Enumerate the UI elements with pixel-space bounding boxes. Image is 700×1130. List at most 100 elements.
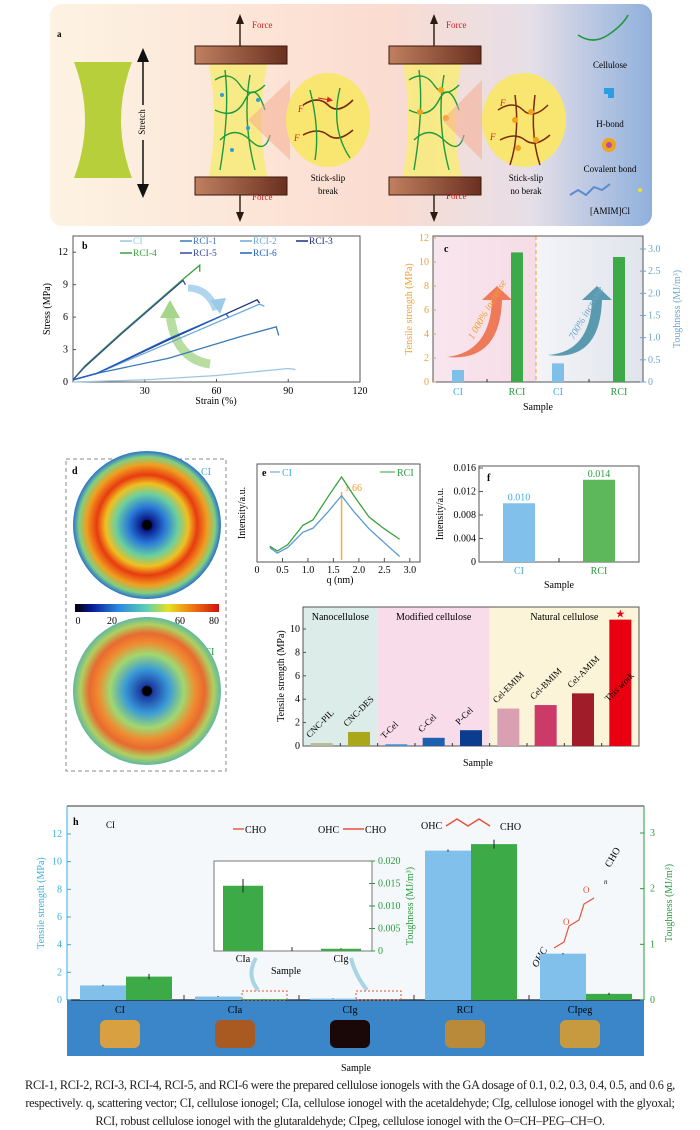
y-tick-label: 8 xyxy=(295,647,300,658)
acetaldehyde-cho: CHO xyxy=(245,825,266,836)
left-y-tick-label: 2 xyxy=(57,967,62,978)
force-label-top: Force xyxy=(446,20,467,30)
bar-rci xyxy=(583,480,615,562)
left-y-axis-label: Tensile strength (MPa) xyxy=(404,263,415,355)
force-label-bottom: Force xyxy=(446,191,467,201)
y-tick-label: 0 xyxy=(295,741,300,752)
right-y-axis-label: Toughness (MJ/m³) xyxy=(664,864,675,942)
group-label: Natural cellulose xyxy=(530,612,599,623)
toughness-bar-ci xyxy=(552,363,564,382)
force-label-top: Force xyxy=(252,20,273,30)
right-y-tick-label: 3.0 xyxy=(648,244,661,255)
y-tick-label: 0.008 xyxy=(454,510,477,521)
left-y-tick-label: 12 xyxy=(419,233,429,244)
colorbar-tick-label: 80 xyxy=(209,616,219,627)
y-tick-label: 0.016 xyxy=(454,463,477,474)
bottom-clamp xyxy=(195,177,287,195)
left-y-tick-label: 2 xyxy=(424,353,429,364)
force-f-symbol: F xyxy=(499,98,506,108)
y-axis-label: Tensile strength (MPa) xyxy=(276,630,287,722)
group-label: Modified cellulose xyxy=(396,612,472,623)
glyoxal-cho: CHO xyxy=(365,825,386,836)
legend-amim-cl: [AMIM]Cl xyxy=(590,206,630,216)
x-axis-label: Sample xyxy=(544,580,575,591)
sample-vial-photo xyxy=(560,1020,600,1048)
right-y-tick-label: 2.5 xyxy=(648,266,661,277)
legend-ci: CI xyxy=(282,468,292,479)
force-f-symbol: F xyxy=(489,132,496,142)
x-tick-label: 1.0 xyxy=(302,565,315,576)
top-clamp xyxy=(389,46,481,64)
colorbar xyxy=(75,604,219,612)
x-tick-label: 120 xyxy=(353,386,368,397)
y-tick-label: 6 xyxy=(63,312,68,323)
x-tick-label: 90 xyxy=(283,386,293,397)
series-line-rci xyxy=(270,477,400,551)
x-tick-label: RCI xyxy=(457,1005,474,1016)
peg-oxygen: O xyxy=(563,917,570,927)
x-tick-label: CI xyxy=(115,1005,125,1016)
right-y-tick-label: 1.5 xyxy=(648,311,661,322)
stick-slip-no-break-label: no berak xyxy=(510,186,542,196)
left-y-tick-label: 6 xyxy=(424,305,429,316)
panel-d-scattering-patterns: d CI 020406080 RCI xyxy=(66,451,226,771)
group-label: Nanocellulose xyxy=(312,612,370,623)
y-axis-label: Intensity/a.u. xyxy=(237,487,248,539)
left-y-tick-label: 8 xyxy=(57,884,62,895)
y-tick-label: 3 xyxy=(63,345,68,356)
sample-vial-photo xyxy=(330,1020,370,1048)
bar-cel-emim xyxy=(497,709,519,746)
legend-covalent-bond: Covalent bond xyxy=(584,164,637,174)
y-tick-label: 0 xyxy=(471,557,476,568)
inset-x-tick-label: CIa xyxy=(236,954,251,965)
inset-y-axis-label: Toughness (MJ/m³) xyxy=(405,867,416,945)
y-tick-label: 10 xyxy=(290,624,300,635)
sample-vial-photo xyxy=(215,1020,255,1048)
legend-entry: RCI-4 xyxy=(133,249,157,259)
x-tick-label: CIa xyxy=(228,1005,243,1016)
panel-b-label: b xyxy=(82,241,88,252)
x-axis-label: Sample xyxy=(463,758,494,769)
legend-entry: CI xyxy=(133,237,143,247)
y-tick-label: 0.004 xyxy=(454,534,477,545)
inset-bar-cia xyxy=(223,886,263,951)
inset-y-tick-label: 0.005 xyxy=(378,924,401,935)
left-y-tick-label: 8 xyxy=(424,281,429,292)
decrease-arrow-icon xyxy=(188,288,216,310)
inset-x-axis-label: Sample xyxy=(271,966,302,977)
y-tick-label: 4 xyxy=(295,694,300,705)
x-tick-label: RCI xyxy=(509,387,526,398)
x-tick-label: CI xyxy=(514,566,524,577)
series-line-ci xyxy=(73,368,295,382)
x-tick-label: 0.5 xyxy=(276,565,289,576)
panel-c-label: c xyxy=(444,244,449,255)
right-y-axis-label: Toughness (MJ/m³) xyxy=(672,270,683,348)
bar-ci xyxy=(503,503,535,562)
left-y-tick-label: 12 xyxy=(52,829,62,840)
left-y-tick-label: 4 xyxy=(57,940,62,951)
right-y-tick-label: 2.0 xyxy=(648,288,661,299)
peg-repeat-n: n xyxy=(604,878,608,886)
panel-f-intensity-bar-chart: f Sample Intensity/a.u. 00.0040.0080.012… xyxy=(435,463,639,591)
left-y-tick-label: 6 xyxy=(57,912,62,923)
inset-y-tick-label: 0.010 xyxy=(378,901,401,912)
bar-p-cel xyxy=(460,730,482,746)
legend-cellulose: Cellulose xyxy=(593,60,627,70)
y-tick-label: 2 xyxy=(295,718,300,729)
panel-a-label: a xyxy=(57,29,62,39)
value-label: 0.010 xyxy=(508,492,531,503)
figure-caption: RCI-1, RCI-2, RCI-3, RCI-4, RCI-5, and R… xyxy=(0,1076,700,1130)
left-y-tick-label: 10 xyxy=(419,257,429,268)
caption-line: RCI, robust cellulose ionogel with the g… xyxy=(0,1112,700,1130)
sample-vial-photo xyxy=(445,1020,485,1048)
panel-h-crosslinker-bar-chart: h CI CHO OHC CHO OHC CHO OHC O O n CHO S… xyxy=(36,806,675,1074)
x-axis-label: Strain (%) xyxy=(195,396,236,407)
stretch-label: Stretch xyxy=(137,109,147,135)
panel-a-schematic: a Stretch Force Force F F Stick-s xyxy=(50,4,652,226)
colorbar-tick-label: 0 xyxy=(76,616,81,627)
x-tick-label: 60 xyxy=(212,386,222,397)
x-tick-label: CI xyxy=(553,387,563,398)
bar-cnc-des xyxy=(348,732,370,746)
inset-x-tick-label: CIg xyxy=(334,954,349,965)
